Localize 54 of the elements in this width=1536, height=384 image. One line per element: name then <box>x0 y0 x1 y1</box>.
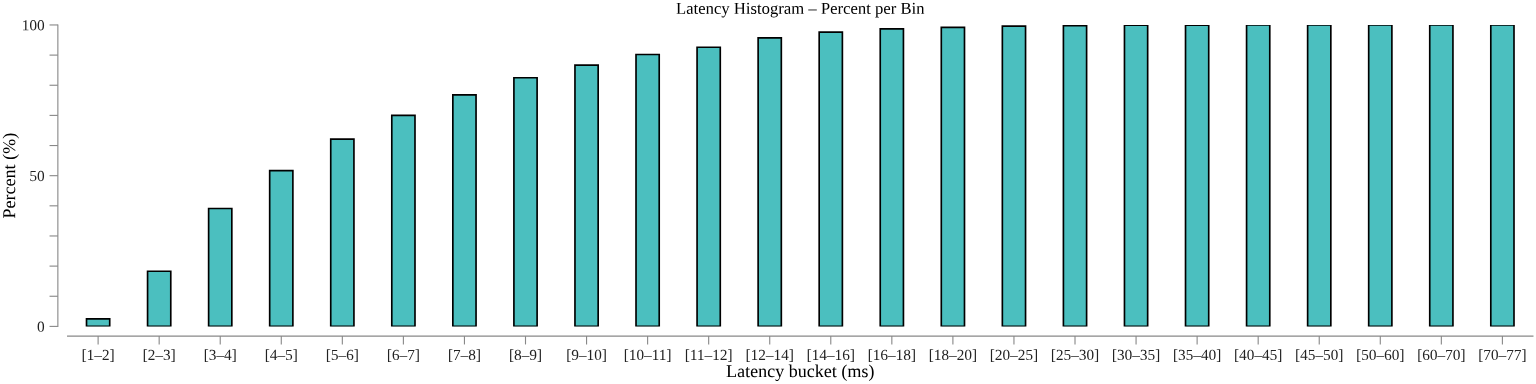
bar <box>574 64 599 327</box>
x-tick-label: [45–50] <box>1296 349 1343 362</box>
x-tick-label: [9–10] <box>567 349 606 362</box>
x-tick-label: [5–6] <box>326 349 358 362</box>
y-axis-title: Percent (%) <box>2 133 19 219</box>
x-axis-title: Latency bucket (ms) <box>726 364 874 381</box>
bar <box>1428 24 1454 327</box>
x-tick-label: [8–9] <box>510 349 541 362</box>
bar <box>1489 24 1515 327</box>
x-tick-label: [35–40] <box>1174 349 1221 362</box>
x-tick-label: [50–60] <box>1357 349 1404 362</box>
bar <box>1184 24 1210 327</box>
bar <box>207 207 233 327</box>
bar <box>1062 24 1088 327</box>
x-tick-label: [14–16] <box>807 349 854 362</box>
x-tick-label: [10–11] <box>624 349 671 362</box>
bar <box>268 169 294 327</box>
bar <box>452 94 477 327</box>
bar <box>696 46 722 327</box>
bar <box>146 270 172 327</box>
bar <box>879 28 905 327</box>
bar <box>1001 25 1027 327</box>
x-tick-label: [2–3] <box>143 349 175 362</box>
x-tick-label: [60–70] <box>1418 349 1465 362</box>
bar <box>757 37 783 327</box>
x-tick-label: [1–2] <box>82 349 114 362</box>
bar <box>1245 24 1271 327</box>
bar <box>940 26 966 327</box>
x-tick-label: [16–18] <box>868 349 915 362</box>
x-tick-label: [7–8] <box>449 349 480 362</box>
bar <box>1123 24 1149 327</box>
bar <box>390 114 416 327</box>
bar <box>329 138 355 327</box>
x-tick-label: [25–30] <box>1051 349 1099 362</box>
x-tick-label: [11–12] <box>685 349 732 362</box>
y-tick-label: 100 <box>23 20 45 31</box>
bar <box>1306 24 1332 327</box>
x-tick-label: [70–77] <box>1479 349 1526 362</box>
y-tick-label: 50 <box>30 170 45 182</box>
x-tick-label: [40–45] <box>1235 349 1282 362</box>
chart-title: Latency Histogram – Percent per Bin <box>676 2 925 18</box>
x-tick-label: [30–35] <box>1113 349 1160 362</box>
bar <box>513 76 538 327</box>
bar <box>85 318 111 327</box>
y-tick-label: 0 <box>37 321 45 332</box>
x-tick-label: [20–25] <box>990 349 1037 362</box>
x-tick-label: [12–14] <box>746 349 793 362</box>
x-tick-label: [6–7] <box>387 349 419 362</box>
x-tick-label: [3–4] <box>204 349 236 362</box>
bar <box>818 31 844 327</box>
bar <box>1367 24 1393 327</box>
x-tick-label: [4–5] <box>265 349 297 362</box>
bar <box>635 53 661 327</box>
x-tick-label: [18–20] <box>929 349 976 362</box>
